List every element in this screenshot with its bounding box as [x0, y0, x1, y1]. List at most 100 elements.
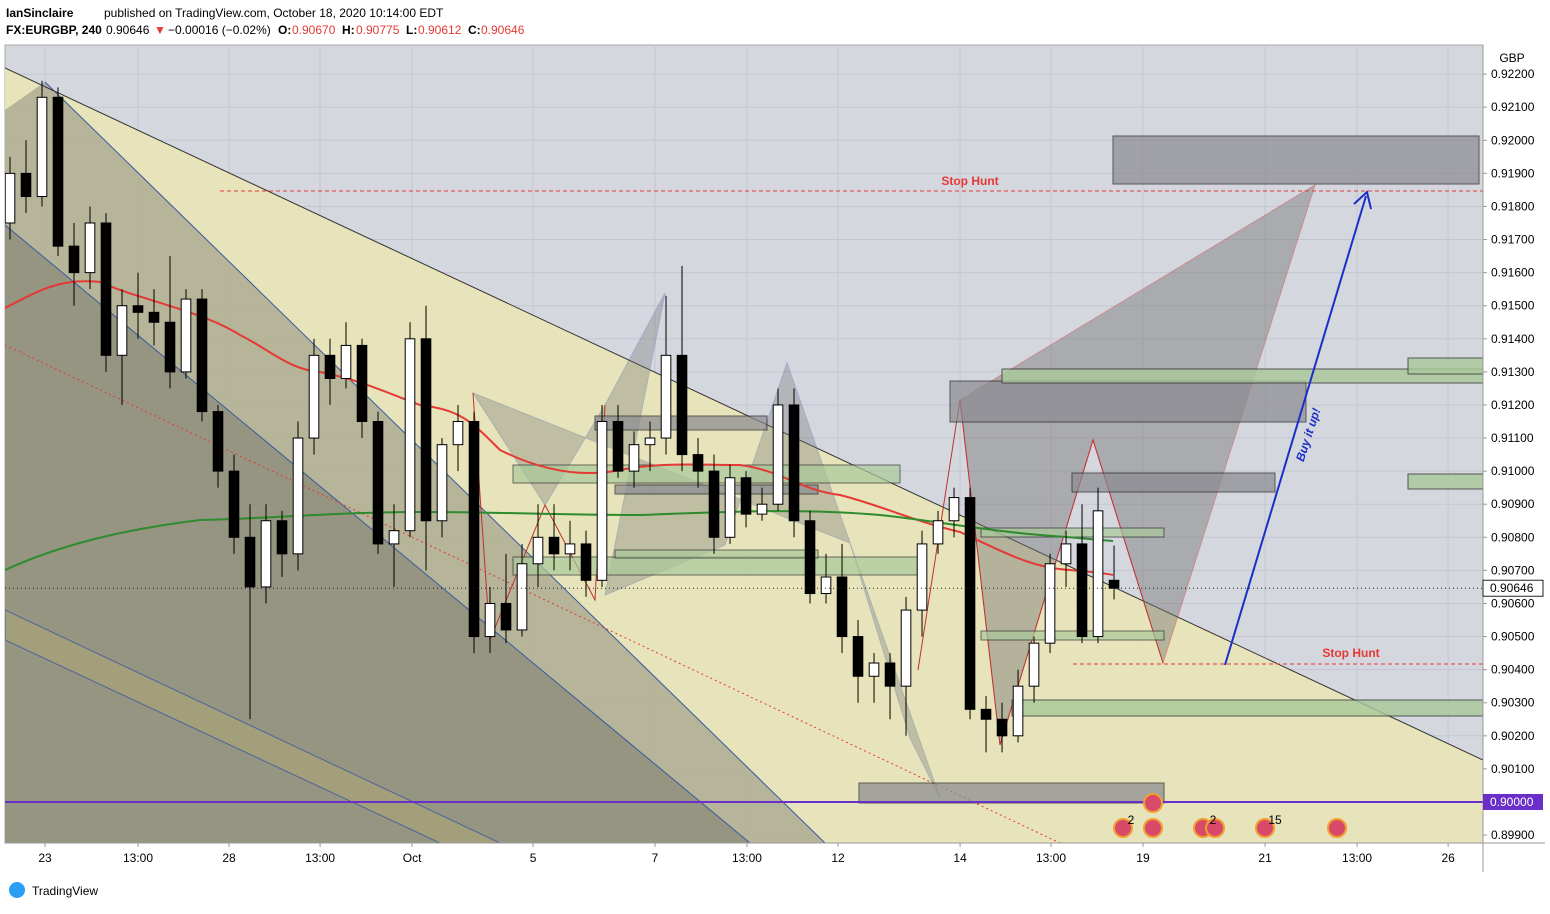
l-label: L: — [406, 23, 417, 37]
event-icon — [1143, 818, 1163, 838]
x-tick-label: 12 — [831, 851, 845, 865]
candle-body — [836, 576, 848, 638]
y-tick-label: 0.91800 — [1491, 199, 1535, 213]
candle-body — [244, 536, 256, 588]
y-tick-label: 0.91400 — [1491, 332, 1535, 346]
candle-body — [132, 305, 144, 313]
candle-body — [868, 662, 880, 677]
candle-body — [580, 543, 592, 581]
candle-body — [564, 543, 576, 555]
event-icon — [1113, 818, 1133, 838]
y-tick-label: 0.90300 — [1491, 696, 1535, 710]
candle-body — [644, 437, 656, 446]
candle-body — [1060, 543, 1072, 565]
candle-body — [628, 444, 640, 472]
o-label: O: — [278, 23, 291, 37]
x-tick-label: 13:00 — [305, 851, 335, 865]
y-tick-label: 0.91100 — [1491, 431, 1534, 445]
candle-body — [884, 662, 896, 687]
candle-body — [36, 96, 48, 198]
arrow: ▼ — [154, 23, 166, 37]
candle-body — [724, 477, 736, 538]
level-label: 0.90000 — [1490, 795, 1534, 809]
zone — [614, 549, 819, 559]
logo — [9, 882, 25, 898]
candle-body — [708, 470, 720, 538]
y-tick-label: 0.92100 — [1491, 100, 1535, 114]
y-tick-label: 0.91600 — [1491, 266, 1535, 280]
symbol: FX:EURGBP, 240 — [6, 23, 102, 37]
candle-body — [804, 520, 816, 595]
y-tick-label: 0.91500 — [1491, 299, 1535, 313]
candle-body — [5, 172, 16, 224]
y-tick-label: 0.91300 — [1491, 365, 1535, 379]
candle-body — [196, 298, 208, 413]
y-tick-label: 0.90700 — [1491, 563, 1535, 577]
h-label: H: — [342, 23, 355, 37]
l: 0.90612 — [418, 23, 462, 37]
candle-body — [20, 172, 32, 198]
y-tick-label: 0.92200 — [1491, 67, 1535, 81]
candle-body — [676, 354, 688, 456]
candle-body — [660, 354, 672, 439]
candle-body — [900, 609, 912, 687]
candle-body — [308, 354, 320, 439]
candle-body — [852, 636, 864, 677]
x-tick-label: 19 — [1136, 851, 1150, 865]
candle-body — [84, 222, 96, 274]
candle-body — [916, 543, 928, 611]
annotation: Stop Hunt — [941, 174, 998, 188]
event-count: 15 — [1268, 813, 1282, 827]
candle-body — [980, 708, 992, 720]
candle-body — [596, 421, 608, 581]
candle-body — [948, 497, 960, 522]
candle-body — [820, 576, 832, 595]
candle-body — [212, 411, 224, 472]
candle-body — [260, 520, 272, 588]
y-tick-label: 0.92000 — [1491, 133, 1535, 147]
candle-body — [372, 421, 384, 545]
candle-body — [612, 421, 624, 472]
x-tick-label: 26 — [1441, 851, 1455, 865]
candle-body — [964, 497, 976, 710]
y-tick-label: 0.90400 — [1491, 663, 1535, 677]
candle-body — [1076, 543, 1088, 638]
c: 0.90646 — [481, 23, 525, 37]
x-tick-label: 7 — [652, 851, 659, 865]
arrow-head — [1353, 190, 1372, 210]
x-tick-label: 5 — [530, 851, 537, 865]
y-tick-label: 0.90800 — [1491, 530, 1535, 544]
zone — [1112, 135, 1480, 185]
candle-body — [340, 344, 352, 379]
pattern-line — [917, 399, 1164, 746]
candle-body — [324, 354, 336, 379]
candle-body — [1044, 563, 1056, 644]
y-tick-label: 0.90500 — [1491, 630, 1535, 644]
y-tick-label: 0.89900 — [1491, 828, 1535, 842]
candle-body — [1092, 510, 1104, 638]
x-tick-label: 21 — [1258, 851, 1272, 865]
band — [5, 609, 501, 843]
price: 0.90646 — [106, 23, 150, 37]
zone — [1407, 357, 1483, 375]
o: 0.90670 — [292, 23, 336, 37]
candle-body — [548, 536, 560, 555]
candle-body — [692, 454, 704, 472]
arrow-line — [1224, 195, 1367, 666]
footer-text: TradingView — [32, 884, 98, 898]
zone — [512, 556, 921, 576]
x-tick-label: 13:00 — [732, 851, 762, 865]
y-tick-label: 0.90600 — [1491, 596, 1535, 610]
channel — [5, 68, 1483, 843]
event-count: 2 — [1128, 813, 1135, 827]
candle-body — [740, 477, 752, 515]
event-count: 2 — [1210, 813, 1217, 827]
x-tick-label: 28 — [222, 851, 236, 865]
candle-body — [996, 718, 1008, 737]
footer: TradingView — [9, 882, 98, 898]
candle-body — [1028, 642, 1040, 687]
candle-body — [228, 470, 240, 538]
candle-body — [484, 602, 496, 638]
